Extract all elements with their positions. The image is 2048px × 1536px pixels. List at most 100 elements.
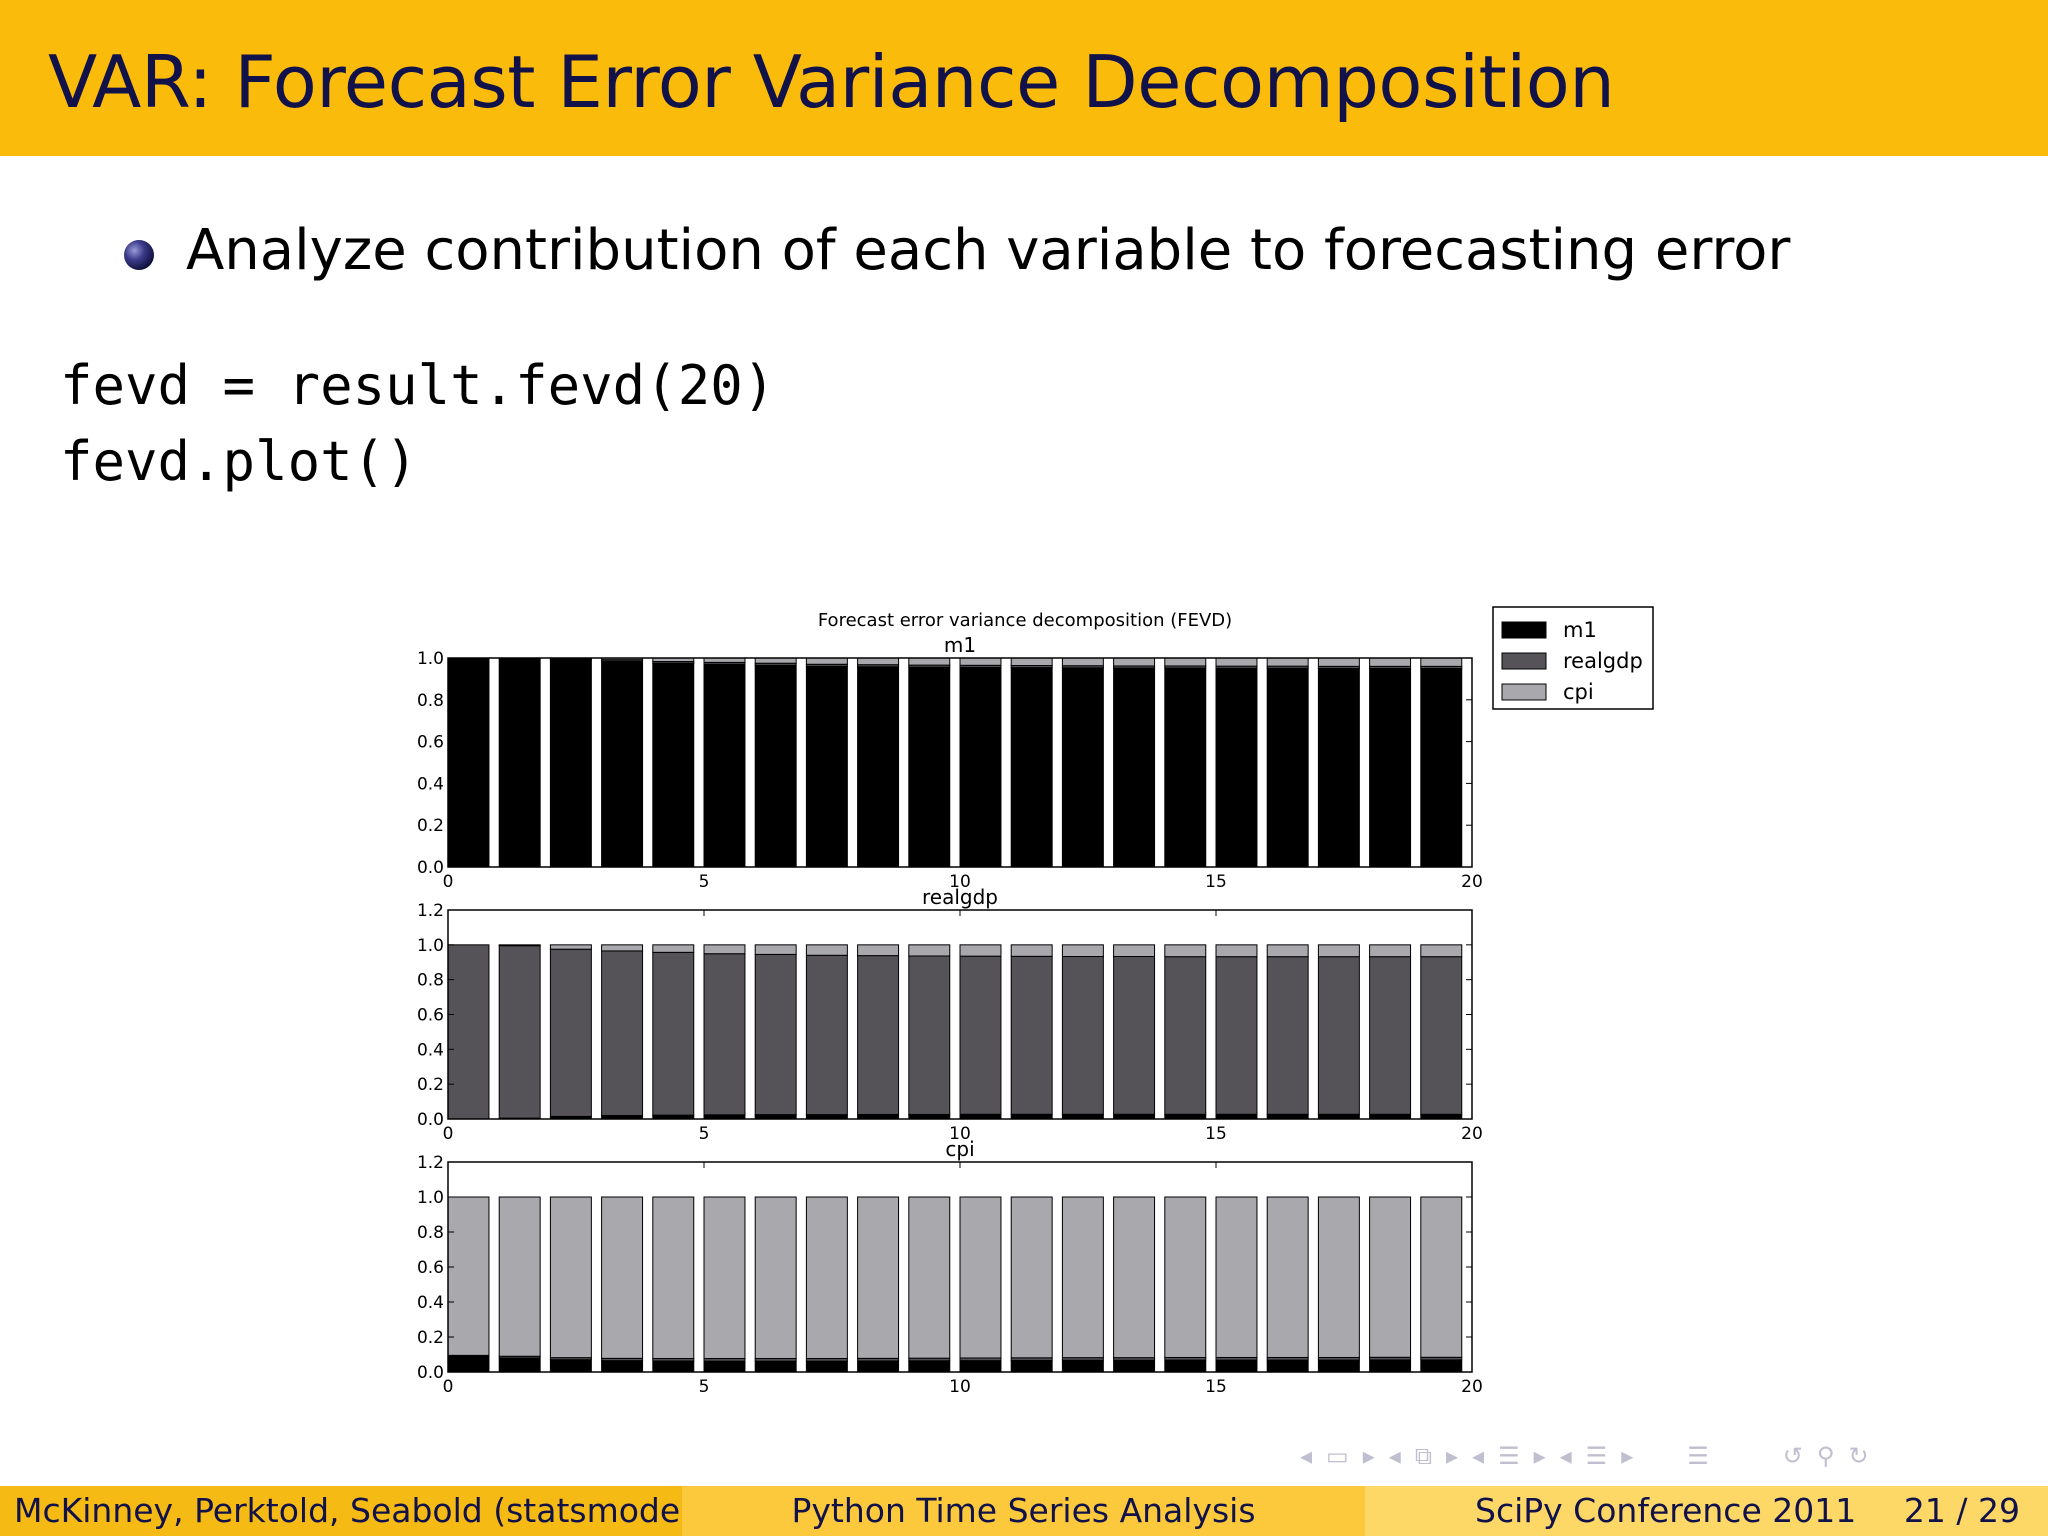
bar-realgdp [754,953,797,1116]
bar-cpi [1420,1196,1463,1358]
footer-page-number: 21 / 29 [1903,1491,2020,1530]
panel-title: cpi [945,1137,974,1161]
x-tick-label: 10 [949,872,971,892]
bar-cpi [908,657,951,666]
back-icon[interactable]: ↺ [1782,1442,1803,1470]
bar-realgdp [1010,955,1053,1115]
bar-m1 [447,657,490,868]
bar-cpi [805,657,848,665]
footer-authors: McKinney, Perktold, Seabold (statsmodels… [0,1486,682,1536]
bar-m1 [1113,1359,1156,1373]
bar-m1 [1215,667,1258,868]
bar-realgdp [1215,956,1258,1115]
y-tick-label: 0.4 [417,774,444,794]
nav-next-icon[interactable]: ▸ [1533,1442,1546,1470]
y-tick-label: 0.2 [417,1075,444,1095]
code-block: fevd = result.fevd(20) fevd.plot() [60,348,775,500]
bar-cpi [754,657,797,664]
y-tick-label: 0.0 [417,858,444,878]
bar-m1 [498,658,541,868]
bar-realgdp [805,954,848,1116]
section-icon[interactable]: ☰ [1498,1442,1520,1470]
y-tick-label: 0.6 [417,1006,444,1026]
bar-m1 [498,1357,541,1373]
x-tick-label: 0 [443,872,454,892]
bar-cpi [549,1196,592,1359]
bar-realgdp [549,948,592,1117]
nav-next-icon[interactable]: ▸ [1362,1442,1375,1470]
legend-label: realgdp [1563,649,1643,673]
bar-m1 [1317,667,1360,868]
x-tick-label: 20 [1461,1377,1483,1397]
bar-cpi [805,944,848,956]
y-tick-label: 0.0 [417,1110,444,1130]
nav-prev-icon[interactable]: ◂ [1388,1442,1401,1470]
toc-icon[interactable]: ☰ [1687,1442,1709,1470]
bar-cpi [754,944,797,955]
x-tick-label: 10 [949,1377,971,1397]
bar-realgdp [959,955,1002,1115]
y-tick-label: 1.2 [417,901,444,921]
bar-cpi [1010,944,1053,957]
bar-m1 [1010,1359,1053,1373]
footer-talk-title: Python Time Series Analysis [682,1486,1365,1536]
beamer-navigation: ◂ ▭ ▸ ◂ ⧉ ▸ ◂ ☰ ▸ ◂ ☰ ▸ ☰ ↺ ⚲ ↻ [1300,1436,2040,1476]
bar-m1 [1061,1359,1104,1373]
bar-cpi [908,944,951,957]
bar-m1 [447,1355,490,1373]
subsection-icon[interactable]: ⧉ [1414,1442,1432,1470]
bar-cpi [652,1196,695,1360]
nav-prev-icon[interactable]: ◂ [1300,1442,1313,1470]
bar-m1 [1266,1359,1309,1373]
bar-cpi [498,1196,541,1357]
bar-m1 [908,666,951,868]
bar-cpi [1215,1196,1258,1358]
search-icon[interactable]: ⚲ [1816,1442,1835,1470]
bar-realgdp [1369,956,1412,1115]
bar-cpi [908,1196,951,1359]
bar-m1 [754,1360,797,1373]
bar-m1 [1164,1359,1207,1373]
bar-cpi [447,1196,490,1356]
bar-realgdp [1420,956,1463,1115]
bar-m1 [1420,667,1463,868]
frame-icon[interactable]: ▭ [1326,1442,1349,1470]
bar-m1 [959,666,1002,868]
bar-realgdp [601,950,644,1117]
bar-cpi [1113,944,1156,958]
bar-m1 [1317,1359,1360,1373]
bar-m1 [857,666,900,868]
bar-realgdp [1266,956,1309,1115]
bar-m1 [1369,1359,1412,1373]
x-tick-label: 15 [1205,1377,1227,1397]
footer-right: SciPy Conference 2011 21 / 29 [1365,1486,2048,1536]
bar-realgdp [1113,956,1156,1115]
nav-prev-icon[interactable]: ◂ [1472,1442,1485,1470]
bar-m1 [703,1360,746,1373]
bar-cpi [959,944,1002,957]
bar-realgdp [857,955,900,1115]
bar-m1 [601,660,644,868]
legend-swatch-m1 [1501,621,1547,639]
y-tick-label: 0.8 [417,1223,444,1243]
bar-m1 [549,1359,592,1373]
bar-m1 [1061,667,1104,868]
bar-m1 [1369,667,1412,868]
legend-swatch-realgdp [1501,652,1547,670]
bar-realgdp [652,951,695,1116]
code-line: fevd = result.fevd(20) [60,354,776,417]
bar-cpi [959,657,1002,666]
nav-prev-icon[interactable]: ◂ [1559,1442,1572,1470]
forward-icon[interactable]: ↻ [1848,1442,1869,1470]
section-icon[interactable]: ☰ [1585,1442,1608,1470]
bar-cpi [703,944,746,955]
bar-cpi [1266,657,1309,667]
nav-next-icon[interactable]: ▸ [1621,1442,1634,1470]
bar-cpi [1164,1196,1207,1358]
bar-cpi [1164,657,1207,667]
x-tick-label: 5 [699,1377,710,1397]
nav-next-icon[interactable]: ▸ [1445,1442,1459,1470]
slide-title: VAR: Forecast Error Variance Decompositi… [48,40,1615,124]
bar-m1 [601,1360,644,1373]
x-tick-label: 5 [699,1124,710,1144]
